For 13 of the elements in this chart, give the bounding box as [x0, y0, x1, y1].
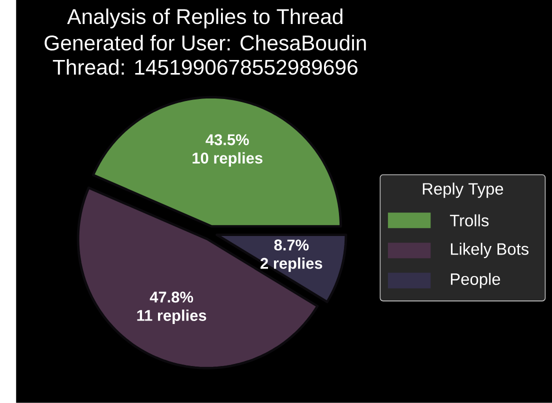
text: 2 replies: [260, 258, 322, 272]
legend-label: Trolls: [450, 214, 489, 226]
data-label: 8.7%: [274, 240, 309, 251]
chart-subtitle: Generated for User: ChesaBoudin: [44, 34, 366, 51]
data-label: 47.8%: [150, 292, 194, 303]
text: Thread: 1451990678552989696: [52, 59, 358, 75]
legend-label: People: [450, 272, 500, 288]
text: 11 replies: [137, 310, 206, 324]
chart-title: Analysis of Replies to Thread: [67, 8, 342, 28]
data-label: 43.5%: [206, 134, 249, 146]
text: 10 replies: [192, 152, 262, 167]
legend-label: Likely Bots: [450, 242, 528, 258]
legend-title: Reply Type: [422, 182, 504, 198]
